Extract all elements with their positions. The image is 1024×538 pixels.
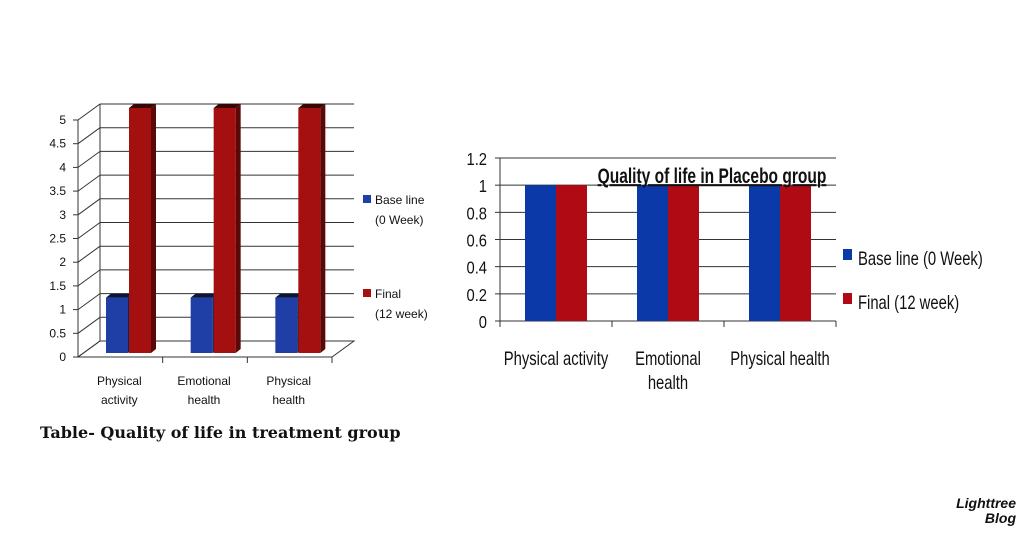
bar-baseline xyxy=(749,185,780,321)
bar-final xyxy=(668,185,699,321)
bar-final xyxy=(129,108,151,353)
y-tick-label: 3 xyxy=(59,208,66,222)
y-tick-label: 1 xyxy=(479,177,487,197)
y-tick-label: 0.4 xyxy=(467,258,487,278)
y-tick-label: 1.2 xyxy=(467,150,487,170)
bar-final xyxy=(780,185,811,321)
y-tick-label: 0.6 xyxy=(467,231,487,251)
bar-top-final xyxy=(298,104,326,108)
bar-top-baseline xyxy=(190,293,218,298)
bar-top-baseline xyxy=(106,293,133,298)
bar-side-final xyxy=(235,104,241,353)
legend-swatch xyxy=(363,195,371,203)
legend-label: Base line (0 Week) xyxy=(858,248,983,269)
y-tick-label: 0 xyxy=(479,313,487,333)
x-tick-label: Emotional xyxy=(635,348,701,369)
x-tick-label: health xyxy=(188,393,221,407)
gridline-depth xyxy=(77,269,101,287)
x-tick-label: Emotional xyxy=(177,374,230,388)
gridline-depth xyxy=(77,316,101,334)
x-tick-label: health xyxy=(648,372,688,393)
bar-top-baseline xyxy=(275,293,303,298)
gridline-depth xyxy=(77,198,101,216)
gridline-depth xyxy=(77,150,101,168)
bar-final xyxy=(556,185,587,321)
bar-side-final xyxy=(320,104,326,353)
y-tick-label: 2 xyxy=(59,255,66,269)
y-tick-label: 5 xyxy=(59,113,66,127)
bar-baseline xyxy=(190,297,213,353)
y-tick-label: 4 xyxy=(59,160,66,174)
y-tick-label: 0.8 xyxy=(467,204,487,224)
legend-label: Final xyxy=(375,287,401,301)
y-tick-label: 3.5 xyxy=(49,184,66,198)
gridline-depth xyxy=(77,127,101,145)
bar-top-final xyxy=(129,104,156,108)
x-tick-label: Physical xyxy=(266,374,311,388)
x-tick-label: Physical activity xyxy=(504,348,609,369)
bar-baseline xyxy=(106,297,128,353)
bar-top-final xyxy=(213,104,241,108)
watermark-logo: Lighttree Blog xyxy=(956,496,1016,526)
gridline-depth xyxy=(77,174,101,192)
bar-final xyxy=(213,108,236,353)
y-tick-label: 0.5 xyxy=(49,326,66,340)
y-tick-label: 2.5 xyxy=(49,232,66,246)
gridline-depth xyxy=(77,293,101,311)
gridline-depth xyxy=(77,222,101,239)
bar-final xyxy=(298,108,321,353)
chart-title: Quality of life in Placebo group xyxy=(598,164,827,188)
y-tick-label: 1 xyxy=(59,303,66,317)
legend-label: (12 week) xyxy=(375,307,428,321)
legend-swatch xyxy=(843,293,852,304)
watermark-line-1: Lighttree xyxy=(956,495,1016,511)
treatment-chart-caption: Table- Quality of life in treatment grou… xyxy=(40,423,401,442)
bar-side-final xyxy=(151,104,156,353)
y-tick-label: 0 xyxy=(59,350,66,364)
gridline-depth xyxy=(77,103,101,121)
bar-baseline xyxy=(525,185,556,321)
legend-label: Base line xyxy=(375,193,425,207)
x-tick-label: health xyxy=(272,393,305,407)
y-tick-label: 4.5 xyxy=(49,137,66,151)
gridline-depth xyxy=(77,245,101,263)
legend-swatch xyxy=(363,289,371,297)
legend-swatch xyxy=(843,249,852,260)
y-tick-label: 0.2 xyxy=(467,286,487,306)
watermark-line-2: Blog xyxy=(984,510,1016,526)
bar-baseline xyxy=(637,185,668,321)
y-tick-label: 1.5 xyxy=(49,279,66,293)
legend-label: (0 Week) xyxy=(375,213,423,227)
x-tick-label: Physical health xyxy=(730,348,830,369)
x-tick-label: Physical xyxy=(97,374,142,388)
bar-baseline xyxy=(275,297,298,353)
x-tick-label: activity xyxy=(101,393,138,407)
legend-label: Final (12 week) xyxy=(858,292,959,313)
